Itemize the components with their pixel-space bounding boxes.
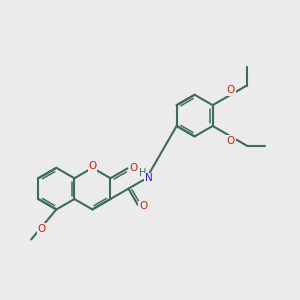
Text: O: O [88,161,97,171]
Text: O: O [38,224,46,234]
Text: O: O [226,136,235,146]
Text: O: O [129,164,138,173]
Text: H: H [139,168,147,178]
Text: N: N [145,173,153,183]
Text: O: O [226,85,235,95]
Text: O: O [139,201,147,211]
